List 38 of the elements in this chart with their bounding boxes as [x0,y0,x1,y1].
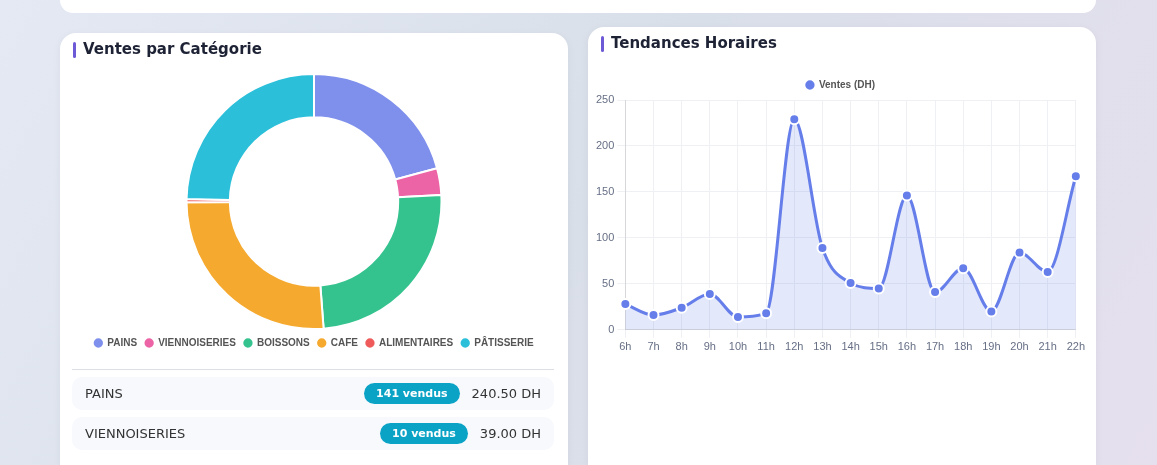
x-tick-label: 22h [1066,340,1085,353]
legend-label: BOISSONS [256,336,311,348]
x-tick-label: 14h [841,340,860,353]
x-tick-label: 20h [1010,340,1029,353]
legend-label: PÂTISSERIE [474,335,534,348]
x-tick-label: 12h [785,340,804,353]
x-tick-label: 13h [813,340,832,353]
y-tick-label: 50 [602,276,615,289]
x-tick-label: 8h [675,340,688,353]
x-tick-label: 6h [619,340,632,353]
legend-label: CAFE [330,336,359,348]
text: 240.50 DH [471,386,541,401]
chart-title: Tendances Horaires [611,34,777,52]
x-tick-label: 16h [897,340,917,353]
chart-title: Ventes par Catégorie [83,40,262,58]
y-tick-label: 250 [595,93,615,106]
text: PAINS [85,386,124,401]
text: 39.00 DH [479,426,541,441]
x-tick-label: 10h [728,340,748,353]
x-tick-label: 19h [982,340,1001,353]
text: 10 vendus [380,423,468,444]
x-tick-label: 17h [925,340,945,353]
y-tick-label: 200 [595,138,615,151]
legend-label: ALIMENTAIRES [378,336,454,348]
text: VIENNOISERIES [85,426,187,441]
x-tick-label: 7h [647,340,660,353]
y-tick-label: 100 [595,230,615,243]
y-tick-label: 150 [595,184,615,197]
x-tick-label: 9h [703,340,716,353]
legend-label: PAINS [107,336,138,348]
x-tick-label: 15h [869,340,888,353]
y-tick-label: 0 [608,322,615,335]
text: 141 vendus [364,383,460,404]
legend-label: Ventes (DH) [818,78,876,90]
x-tick-label: 21h [1038,340,1057,353]
x-tick-label: 11h [757,340,775,353]
x-tick-label: 18h [954,340,973,353]
legend-label: VIENNOISERIES [158,336,237,348]
